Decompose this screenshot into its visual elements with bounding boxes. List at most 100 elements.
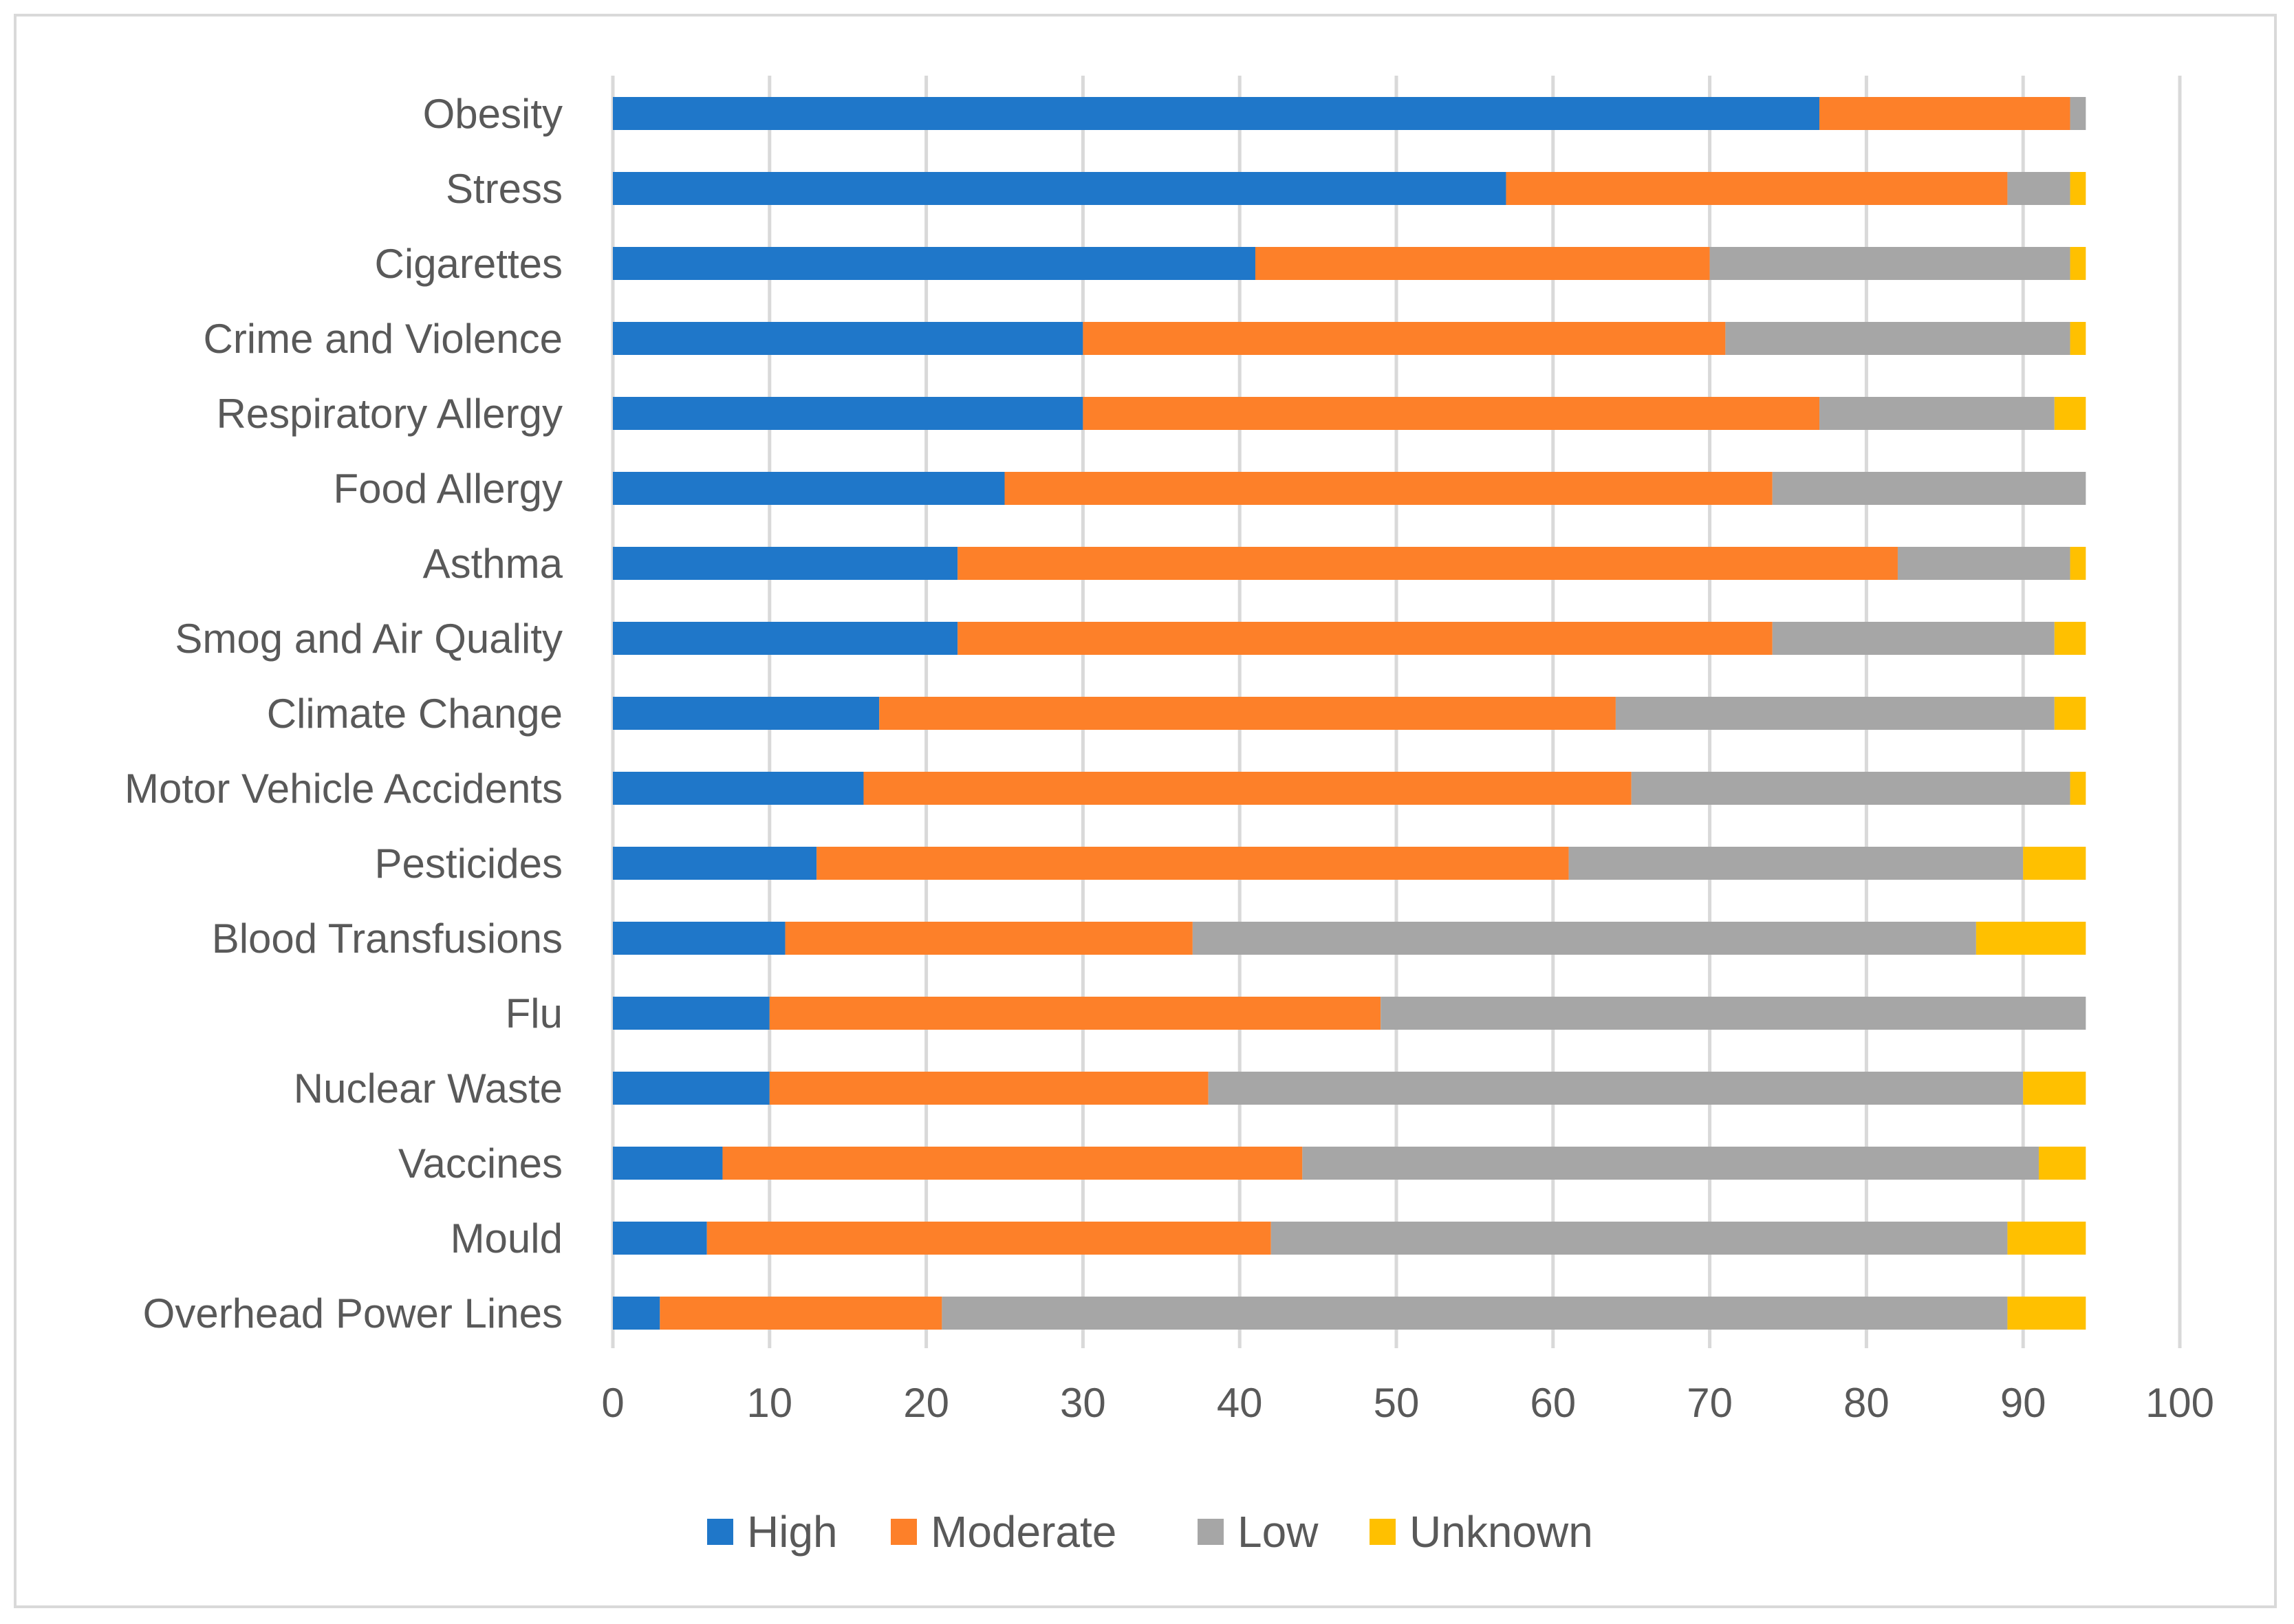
x-tick-label-40: 40 bbox=[1217, 1380, 1263, 1426]
category-label-nuclear-waste: Nuclear Waste bbox=[294, 1065, 563, 1112]
category-label-asthma: Asthma bbox=[423, 541, 563, 587]
bar-respiratory-allergy-moderate bbox=[1083, 397, 1820, 430]
bar-climate-change-high bbox=[613, 697, 880, 730]
bar-cigarettes-high bbox=[613, 247, 1255, 280]
x-tick-label-50: 50 bbox=[1374, 1380, 1420, 1426]
bar-nuclear-waste-moderate bbox=[769, 1072, 1209, 1105]
bar-respiratory-allergy-high bbox=[613, 397, 1083, 430]
category-label-smog-and-air-quality: Smog and Air Quality bbox=[175, 616, 563, 662]
bar-climate-change-unknown bbox=[2054, 697, 2086, 730]
legend-swatch-high bbox=[707, 1519, 733, 1545]
x-tick-label-90: 90 bbox=[2000, 1380, 2046, 1426]
bar-crime-and-violence-high bbox=[613, 322, 1083, 355]
bar-flu-high bbox=[613, 997, 770, 1030]
bar-crime-and-violence-low bbox=[1725, 322, 2070, 355]
bar-smog-and-air-quality-high bbox=[613, 622, 958, 655]
bar-smog-and-air-quality-unknown bbox=[2054, 622, 2086, 655]
bar-crime-and-violence-moderate bbox=[1083, 322, 1726, 355]
bar-mould-unknown bbox=[2007, 1222, 2086, 1255]
bar-stress-high bbox=[613, 172, 1506, 205]
bar-overhead-power-lines-unknown bbox=[2007, 1297, 2086, 1330]
bar-mould-moderate bbox=[706, 1222, 1271, 1255]
bar-climate-change-moderate bbox=[879, 697, 1616, 730]
category-label-crime-and-violence: Crime and Violence bbox=[203, 316, 563, 362]
x-axis-tick-labels: 0 10 20 30 40 50 60 70 80 90 100 bbox=[601, 1380, 2214, 1426]
bar-vaccines-unknown bbox=[2038, 1147, 2086, 1180]
bar-blood-transfusions-moderate bbox=[785, 922, 1193, 955]
legend-swatch-moderate bbox=[891, 1519, 917, 1545]
category-label-overhead-power-lines: Overhead Power Lines bbox=[143, 1290, 563, 1336]
category-label-obesity: Obesity bbox=[423, 91, 563, 137]
bar-nuclear-waste-unknown bbox=[2023, 1072, 2086, 1105]
bar-overhead-power-lines-low bbox=[942, 1297, 2008, 1330]
bar-food-allergy-low bbox=[1772, 472, 2086, 505]
bar-flu-moderate bbox=[769, 997, 1381, 1030]
bar-nuclear-waste-high bbox=[613, 1072, 770, 1105]
legend-label-moderate: Moderate bbox=[931, 1507, 1116, 1557]
bar-vaccines-moderate bbox=[722, 1147, 1303, 1180]
bar-stress-moderate bbox=[1506, 172, 2008, 205]
bar-overhead-power-lines-moderate bbox=[660, 1297, 942, 1330]
bar-smog-and-air-quality-low bbox=[1772, 622, 2055, 655]
category-label-pesticides: Pesticides bbox=[375, 841, 563, 887]
category-label-flu: Flu bbox=[506, 990, 563, 1037]
bar-motor-vehicle-accidents-moderate bbox=[863, 772, 1632, 805]
bar-asthma-high bbox=[613, 547, 958, 580]
bar-food-allergy-high bbox=[613, 472, 1005, 505]
bar-motor-vehicle-accidents-high bbox=[613, 772, 864, 805]
bar-vaccines-low bbox=[1302, 1147, 2039, 1180]
category-label-food-allergy: Food Allergy bbox=[333, 466, 563, 512]
bar-stress-low bbox=[2007, 172, 2070, 205]
bar-pesticides-high bbox=[613, 847, 817, 880]
bar-vaccines-high bbox=[613, 1147, 723, 1180]
bar-mould-high bbox=[613, 1222, 707, 1255]
category-label-mould: Mould bbox=[451, 1215, 563, 1262]
x-tick-label-60: 60 bbox=[1530, 1380, 1576, 1426]
category-label-cigarettes: Cigarettes bbox=[375, 241, 563, 287]
bar-obesity-moderate bbox=[1819, 97, 2070, 130]
bar-blood-transfusions-low bbox=[1192, 922, 1976, 955]
category-label-climate-change: Climate Change bbox=[267, 691, 563, 737]
category-label-respiratory-allergy: Respiratory Allergy bbox=[216, 391, 563, 437]
x-tick-label-0: 0 bbox=[601, 1380, 624, 1426]
legend-swatch-unknown bbox=[1370, 1519, 1396, 1545]
bar-blood-transfusions-high bbox=[613, 922, 786, 955]
bar-crime-and-violence-unknown bbox=[2070, 322, 2086, 355]
bar-respiratory-allergy-low bbox=[1819, 397, 2055, 430]
bar-smog-and-air-quality-moderate bbox=[957, 622, 1773, 655]
x-tick-label-70: 70 bbox=[1687, 1380, 1733, 1426]
legend-label-high: High bbox=[747, 1507, 838, 1557]
category-label-stress: Stress bbox=[446, 166, 563, 212]
legend: High Moderate Low Unknown bbox=[707, 1507, 1593, 1557]
bar-blood-transfusions-unknown bbox=[1976, 922, 2086, 955]
bar-cigarettes-moderate bbox=[1255, 247, 1710, 280]
bar-flu-low bbox=[1381, 997, 2086, 1030]
legend-swatch-low bbox=[1198, 1519, 1224, 1545]
bars bbox=[613, 97, 2086, 1330]
legend-label-unknown: Unknown bbox=[1409, 1507, 1593, 1557]
x-tick-label-100: 100 bbox=[2145, 1380, 2214, 1426]
bar-cigarettes-low bbox=[1709, 247, 2070, 280]
bar-climate-change-low bbox=[1615, 697, 2055, 730]
bar-asthma-low bbox=[1897, 547, 2070, 580]
bar-respiratory-allergy-unknown bbox=[2054, 397, 2086, 430]
bar-obesity-high bbox=[613, 97, 1820, 130]
bar-asthma-moderate bbox=[957, 547, 1898, 580]
bar-obesity-low bbox=[2070, 97, 2086, 130]
bar-motor-vehicle-accidents-unknown bbox=[2070, 772, 2086, 805]
bar-overhead-power-lines-high bbox=[613, 1297, 660, 1330]
bar-mould-low bbox=[1270, 1222, 2008, 1255]
bar-stress-unknown bbox=[2070, 172, 2086, 205]
bar-pesticides-unknown bbox=[2023, 847, 2086, 880]
x-tick-label-10: 10 bbox=[746, 1380, 792, 1426]
category-labels: Obesity Stress Cigarettes Crime and Violenc… bbox=[125, 91, 563, 1336]
category-label-motor-vehicle-accidents: Motor Vehicle Accidents bbox=[125, 766, 563, 812]
x-tick-label-20: 20 bbox=[903, 1380, 949, 1426]
x-tick-label-30: 30 bbox=[1060, 1380, 1106, 1426]
category-label-blood-transfusions: Blood Transfusions bbox=[212, 916, 563, 962]
bar-cigarettes-unknown bbox=[2070, 247, 2086, 280]
x-tick-label-80: 80 bbox=[1843, 1380, 1890, 1426]
category-label-vaccines: Vaccines bbox=[398, 1140, 563, 1187]
bar-pesticides-moderate bbox=[816, 847, 1569, 880]
